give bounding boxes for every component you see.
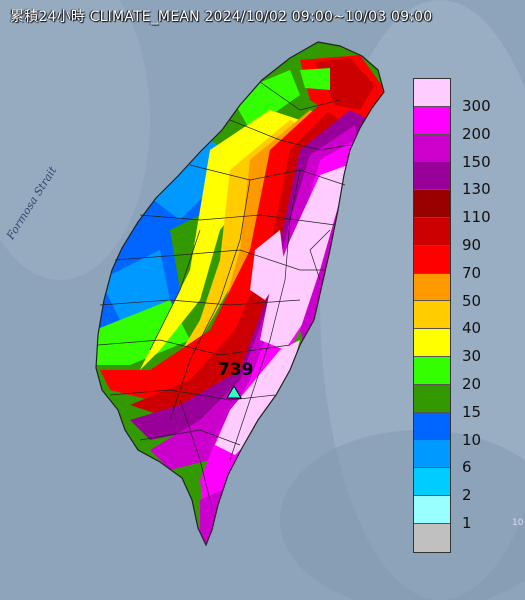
- legend-swatch: [414, 412, 450, 441]
- legend-swatch: [414, 245, 450, 274]
- legend-swatch: [414, 468, 450, 496]
- coastline: [95, 41, 385, 547]
- max-value-label: 739: [218, 360, 254, 380]
- legend-label: 40: [462, 319, 482, 338]
- legend-label: 2: [462, 486, 472, 505]
- legend-labels: 300 200 150 130 110 90 70 50 40 30 20 15 10 6 2 1: [462, 78, 491, 551]
- legend-label: 200: [462, 124, 491, 143]
- legend-label: 70: [462, 263, 482, 282]
- legend-swatch: [414, 301, 450, 330]
- legend-label: 110: [462, 208, 491, 227]
- legend-swatch: [414, 106, 450, 135]
- legend-label: 15: [462, 402, 482, 421]
- color-legend: [413, 78, 451, 553]
- legend-swatch: [414, 134, 450, 163]
- legend-label: 20: [462, 374, 482, 393]
- legend-label: 6: [462, 458, 472, 477]
- legend-swatch: [414, 523, 450, 552]
- legend-label: [462, 523, 491, 551]
- admin-boundaries: [97, 81, 351, 501]
- legend-swatch: [414, 329, 450, 357]
- legend-swatch: [414, 440, 450, 469]
- legend-swatch: [414, 162, 450, 191]
- map-title: 累積24小時 CLIMATE_MEAN 2024/10/02 09:00~10/…: [10, 9, 433, 25]
- legend-swatch: [414, 217, 450, 246]
- legend-swatch: [414, 356, 450, 385]
- legend-swatch: [414, 79, 450, 107]
- legend-swatch: [414, 190, 450, 218]
- legend-swatch: [414, 273, 450, 302]
- legend-label: 50: [462, 291, 482, 310]
- max-station-marker: [226, 385, 242, 399]
- legend-label: 130: [462, 180, 491, 199]
- legend-label: 300: [462, 97, 491, 115]
- legend-label: 30: [462, 347, 482, 366]
- legend-label: 150: [462, 152, 491, 171]
- legend-label: 90: [462, 235, 482, 254]
- legend-label: 1: [462, 513, 472, 532]
- edge-mark: 10: [512, 518, 524, 528]
- legend-swatch: [414, 495, 450, 524]
- legend-label: 10: [462, 430, 482, 449]
- legend-swatch: [414, 384, 450, 413]
